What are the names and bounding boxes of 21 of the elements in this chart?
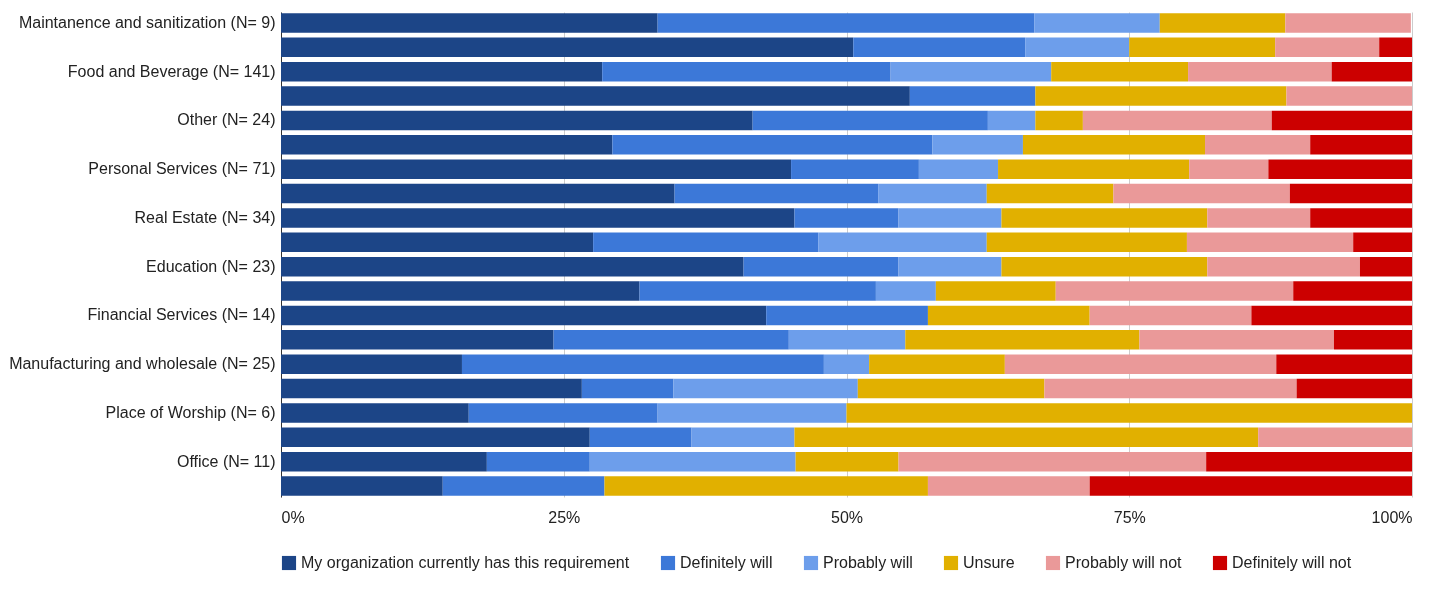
y-tick-label: Manufacturing and wholesale (N= 25) — [9, 355, 276, 373]
y-tick-label: Food and Beverage (N= 141) — [67, 62, 276, 80]
y-tick-label: Real Estate (N= 34) — [134, 208, 276, 226]
legend-label: Unsure — [963, 554, 1015, 571]
x-tick-label: 75% — [1113, 508, 1146, 526]
legend-label: Definitely will — [680, 554, 773, 571]
x-tick-label: 25% — [548, 508, 581, 526]
legend-label: Probably will — [823, 554, 913, 571]
y-tick-label: Personal Services (N= 71) — [88, 160, 276, 178]
y-tick-label: Education (N= 23) — [146, 257, 276, 275]
legend-label: Probably will not — [1065, 554, 1183, 571]
x-tick-label: 0% — [281, 508, 305, 526]
legend-label: Definitely will not — [1232, 554, 1352, 571]
x-tick-label: 100% — [1371, 508, 1413, 526]
y-tick-label: Maintanence and sanitization (N= 9) — [18, 13, 276, 31]
y-tick-label: Other (N= 24) — [177, 111, 276, 129]
y-tick-label: Office (N= 11) — [176, 452, 276, 470]
y-tick-label: Financial Services (N= 14) — [87, 306, 276, 324]
y-tick-label: Place of Worship (N= 6) — [105, 403, 276, 421]
legend-label: My organization currently has this requirement — [301, 554, 630, 571]
x-tick-label: 50% — [830, 508, 864, 526]
